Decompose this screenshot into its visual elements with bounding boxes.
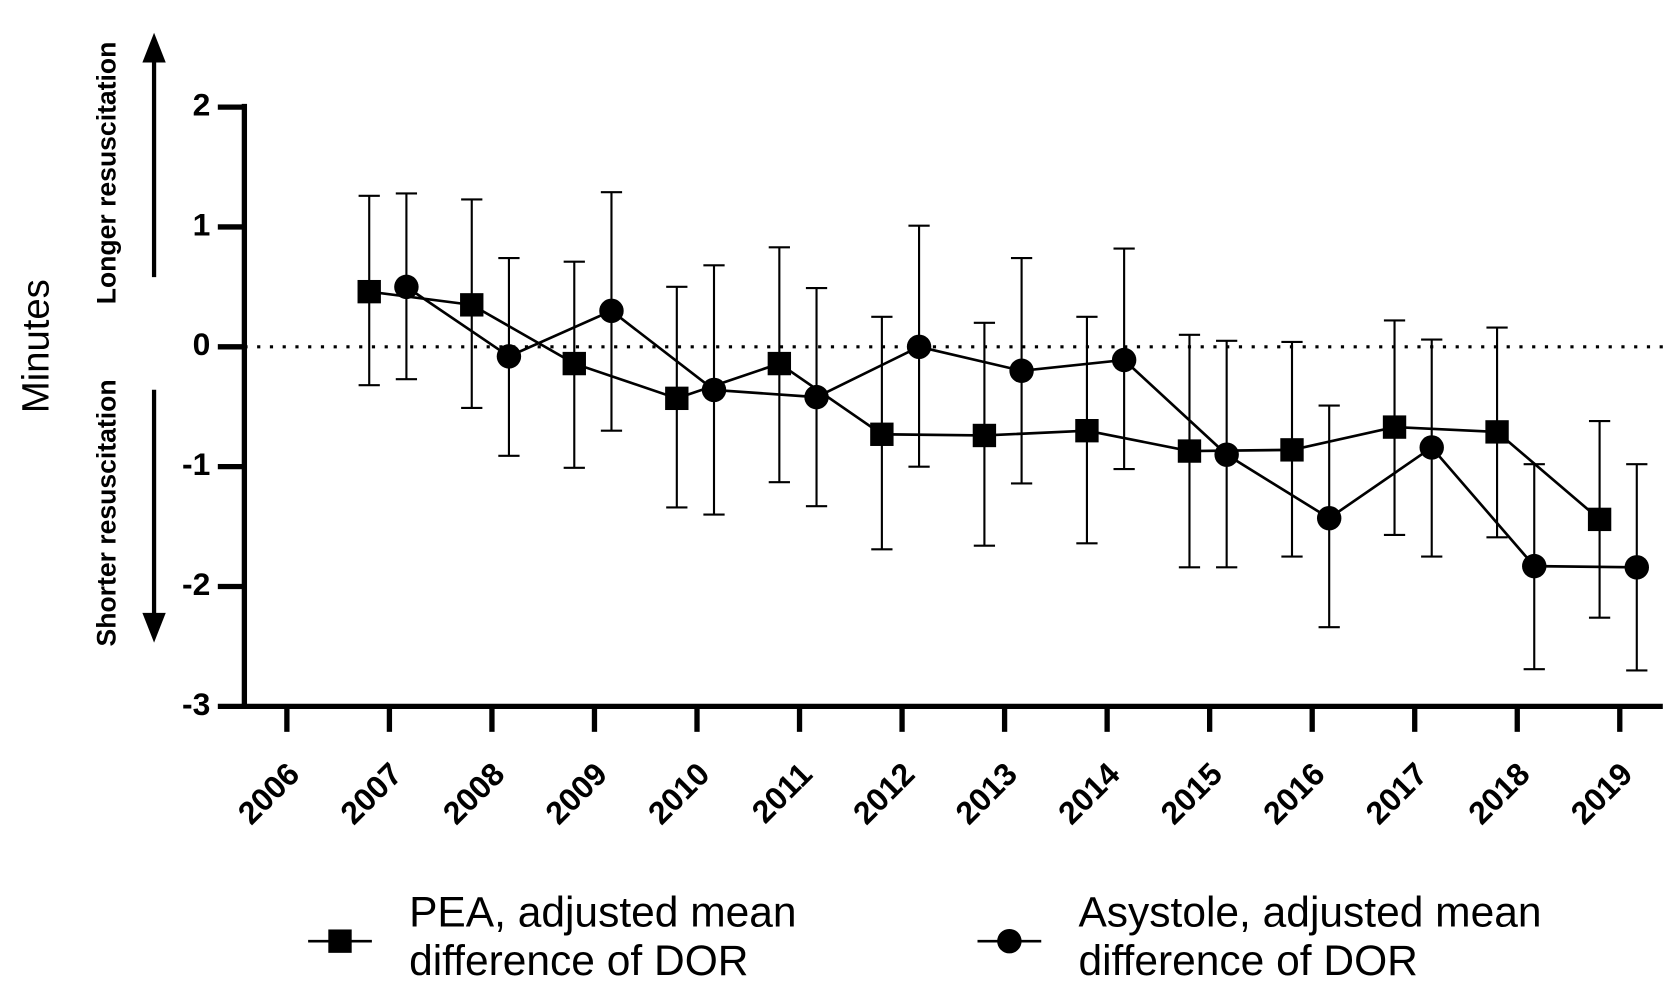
x-tick-label: 2017 [1359, 756, 1435, 832]
point [496, 344, 522, 369]
x-tick-label: 2011 [745, 756, 819, 830]
annotation: Longer resuscitation [91, 42, 121, 305]
point [460, 293, 484, 317]
point [1316, 505, 1342, 531]
point [357, 279, 381, 304]
legend-label: Asystole, adjusted mean difference of DO… [1078, 889, 1542, 985]
point [1009, 358, 1034, 383]
point [1177, 439, 1202, 463]
x-tick-label: 2010 [641, 756, 717, 832]
legend-marker [997, 928, 1022, 954]
x-tick-label: 2014 [1051, 755, 1127, 831]
x-tick-label: 2018 [1461, 756, 1537, 832]
legend-label: PEA, adjusted mean difference of DOR [409, 889, 797, 985]
point [767, 351, 792, 376]
point [906, 334, 932, 360]
point [599, 298, 624, 324]
y-axis-label: Minutes [14, 279, 57, 413]
y-tick-label: -3 [182, 686, 210, 722]
point [1382, 415, 1407, 439]
y-tick-label: 2 [193, 87, 211, 123]
point [1419, 435, 1444, 460]
arrow-head [142, 32, 166, 63]
annotation: Shorter resuscitation [91, 379, 121, 646]
point [1522, 553, 1547, 579]
series [394, 191, 1649, 672]
point [562, 351, 586, 376]
y-tick-label: -2 [182, 566, 210, 602]
legend-marker [328, 929, 352, 953]
arrow-head [142, 612, 166, 643]
x-tick-label: 2006 [231, 756, 307, 832]
y-tick-label: -1 [182, 446, 210, 482]
x-tick-label: 2012 [846, 756, 922, 832]
x-tick-label: 2016 [1256, 756, 1332, 832]
legend-label-box: Asystole, adjusted mean difference of DO… [1078, 889, 1542, 985]
x-tick-label: 2019 [1564, 756, 1640, 832]
y-tick-label: 0 [193, 326, 211, 362]
legend-item: PEA, adjusted mean difference of DOR [308, 889, 797, 985]
point [972, 423, 997, 448]
point [870, 422, 894, 446]
point [665, 386, 689, 411]
legend-item: Asystole, adjusted mean difference of DO… [977, 889, 1542, 985]
series [357, 194, 1612, 619]
y-tick-label: 1 [193, 206, 211, 242]
point [1485, 420, 1509, 444]
point [804, 384, 829, 410]
point [394, 274, 419, 300]
arrows [142, 32, 166, 643]
point [1624, 555, 1649, 580]
x-tick-label: 2013 [948, 756, 1024, 832]
x-tick-label: 2015 [1153, 756, 1229, 832]
x-tick-label: 2007 [333, 756, 409, 832]
x-tick-label: 2008 [436, 756, 512, 832]
x-tick-label: 2009 [538, 756, 614, 832]
point [1075, 419, 1099, 443]
point [1587, 507, 1612, 532]
point [1214, 442, 1239, 467]
point [1111, 347, 1137, 373]
legend-label-box: PEA, adjusted mean difference of DOR [409, 889, 797, 985]
point [1280, 438, 1304, 462]
point [701, 377, 727, 403]
